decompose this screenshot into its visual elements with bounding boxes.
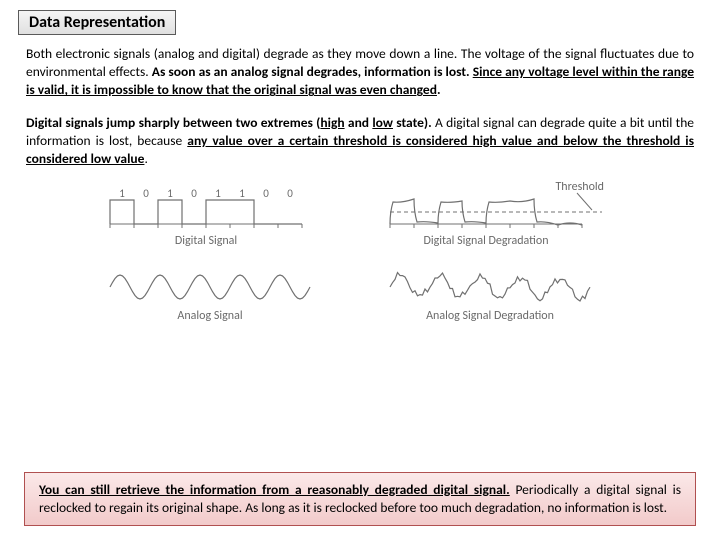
title-box: Data Representation [18,10,176,35]
p2-t8: . [144,150,147,167]
svg-text:1: 1 [167,187,173,200]
paragraph-1: Both electronic signals (analog and digi… [26,45,694,100]
paragraph-2: Digital signals jump sharply between two… [26,114,694,169]
p2-t2: high [320,114,344,131]
svg-text:Digital Signal Degradation: Digital Signal Degradation [423,234,548,248]
p2-t4: low [372,114,393,131]
signal-svg: 1 0 1 0 1 1 0 0 Digital Signal Threshold Digital S… [80,182,640,342]
svg-text:1: 1 [119,187,125,200]
svg-text:0: 0 [287,187,293,200]
svg-text:Analog Signal: Analog Signal [177,309,242,323]
callout-t1: You can still retrieve the information f… [39,481,510,498]
p1-t2: As soon as an analog signal degrades, in… [152,63,473,80]
p2-t1: Digital signals jump sharply between two… [26,114,320,131]
svg-text:0: 0 [143,187,149,200]
page-title: Data Representation [29,13,165,32]
p2-t3: and [345,114,373,131]
svg-text:1: 1 [239,187,245,200]
signal-figure: 1 0 1 0 1 1 0 0 Digital Signal Threshold Digital S… [80,182,640,342]
svg-text:Threshold: Threshold [555,182,604,194]
svg-text:0: 0 [263,187,269,200]
callout-box: You can still retrieve the information f… [24,472,696,526]
svg-text:Analog Signal Degradation: Analog Signal Degradation [426,309,554,323]
svg-text:1: 1 [215,187,221,200]
svg-text:Digital Signal: Digital Signal [175,234,237,248]
p1-t4: . [437,81,441,98]
p2-t5: state). [393,114,432,131]
svg-text:0: 0 [191,187,197,200]
